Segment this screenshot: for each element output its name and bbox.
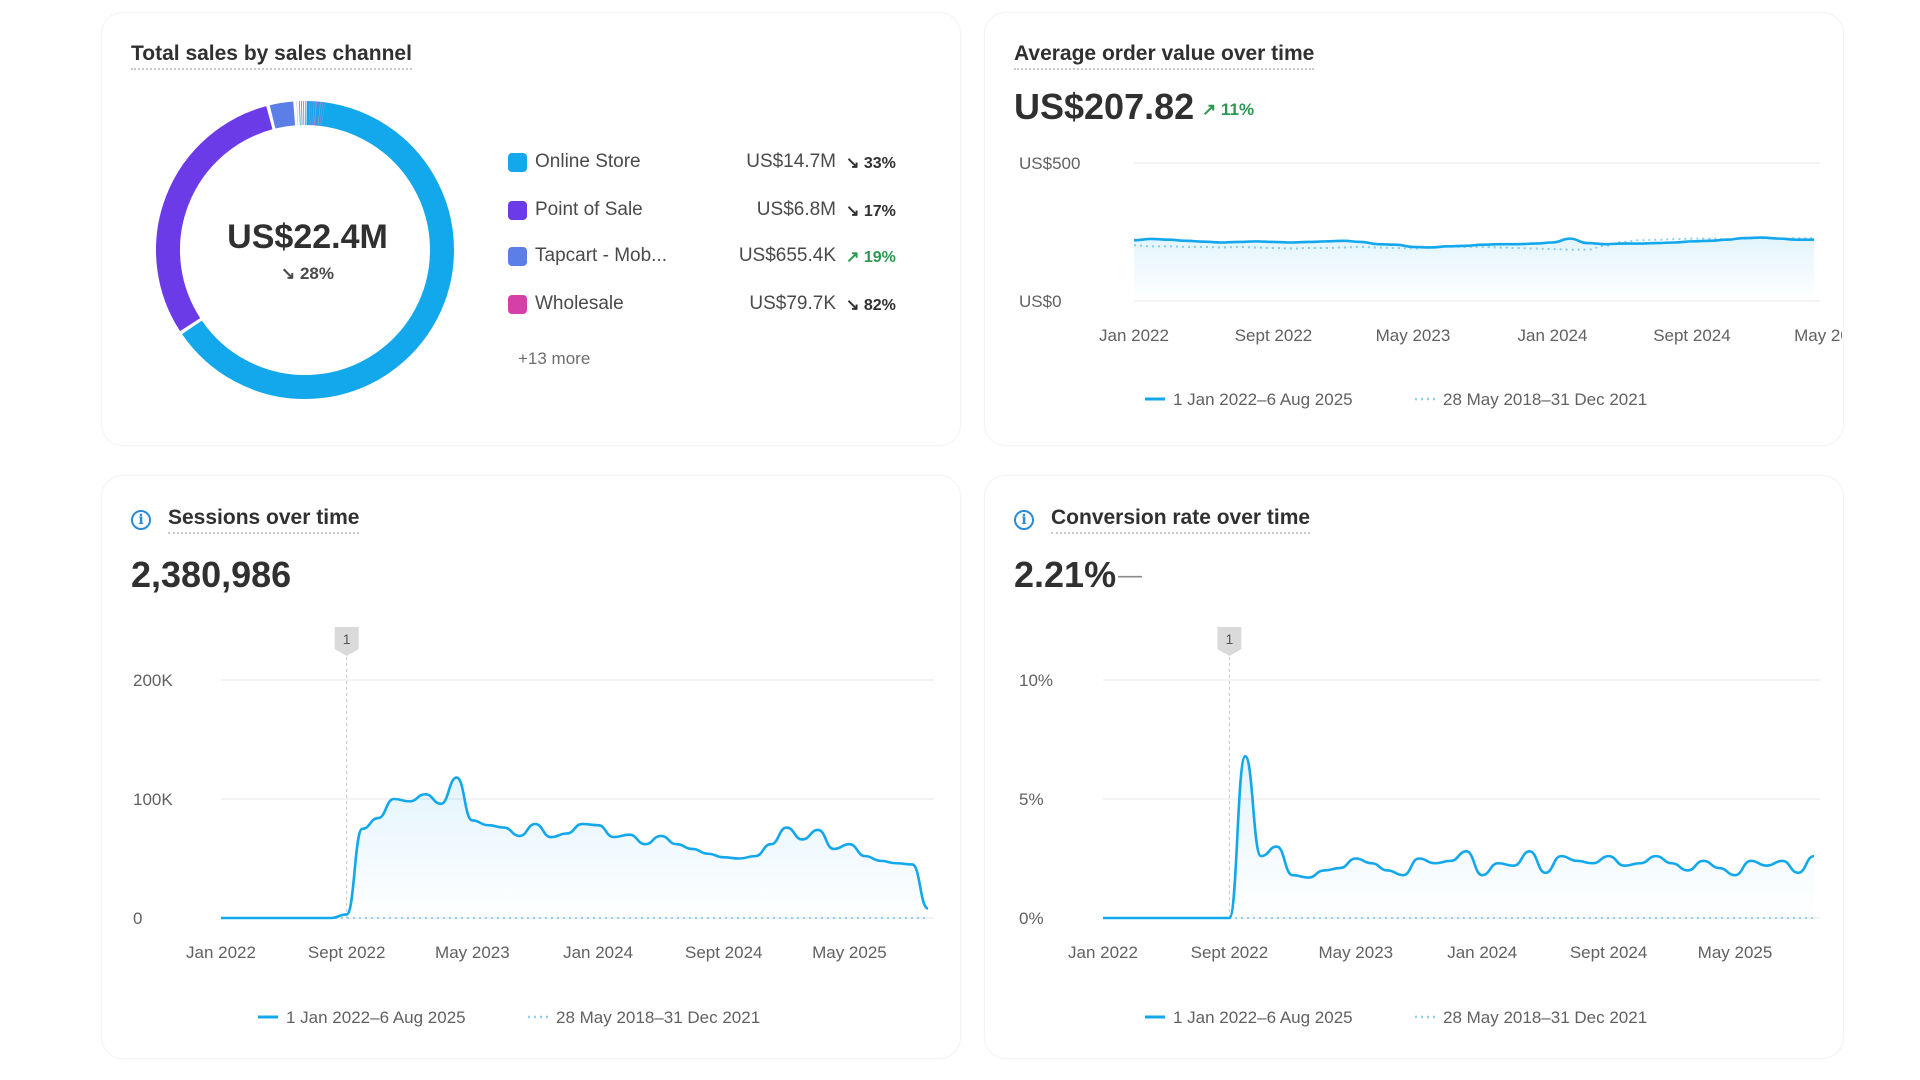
y-tick-label: US$0 xyxy=(1019,292,1062,311)
more-channels-link[interactable]: +13 more xyxy=(518,349,591,368)
sessions-title[interactable]: Sessions over time xyxy=(168,506,360,534)
conversion-card xyxy=(984,475,1844,1059)
x-tick-label: May 2023 xyxy=(435,943,510,962)
conversion-delta-dash: — xyxy=(1118,562,1142,589)
x-tick-label: Sept 2022 xyxy=(1191,943,1269,962)
donut-slice-point-of-sale[interactable] xyxy=(156,106,273,332)
aov-title[interactable]: Average order value over time xyxy=(1014,42,1315,70)
series-line-current[interactable] xyxy=(221,776,929,920)
aov-delta: ↗ 11% xyxy=(1202,100,1255,119)
series-line-current[interactable] xyxy=(1133,236,1814,249)
series-area xyxy=(221,777,928,918)
legend-item-online-store[interactable]: Online Store US$14.7M ↘ 33% xyxy=(508,148,908,176)
x-tick-label: May 2025 xyxy=(812,943,887,962)
legend-comparison-period[interactable]: 28 May 2018–31 Dec 2021 xyxy=(1443,1008,1647,1027)
y-tick-label: 0 xyxy=(133,909,142,928)
x-tick-label: Sept 2024 xyxy=(1653,326,1731,345)
series-line-current[interactable] xyxy=(1103,754,1815,920)
y-tick-label: 10% xyxy=(1019,671,1053,690)
sales-channel-donut-chart xyxy=(156,101,454,399)
annotation-label: 1 xyxy=(343,631,351,647)
sessions-area-chart: 200K 100K 0 Jan 2022 Sept 2022 May 2023 Jan 20… xyxy=(133,627,934,1027)
legend-current-period[interactable]: 1 Jan 2022–6 Aug 2025 xyxy=(1173,1008,1353,1027)
channel-delta: ↘ 33% xyxy=(846,155,896,172)
channel-delta: ↘ 82% xyxy=(846,297,896,314)
x-tick-label: Jan 2022 xyxy=(186,943,256,962)
x-tick-label: Jan 2022 xyxy=(1068,943,1138,962)
x-tick-label: Sept 2022 xyxy=(1235,326,1313,345)
aov-card xyxy=(984,12,1844,446)
x-tick-label: May 2023 xyxy=(1318,943,1393,962)
x-tick-label: Jan 2024 xyxy=(563,943,633,962)
annotation-marker[interactable] xyxy=(1217,627,1242,656)
series-area xyxy=(1134,237,1814,301)
x-tick-label: May 2025 xyxy=(1698,943,1773,962)
info-icon[interactable]: i xyxy=(131,510,151,530)
info-icon[interactable]: i xyxy=(1014,510,1034,530)
x-tick-label: Jan 2022 xyxy=(1099,326,1169,345)
legend-current-period[interactable]: 1 Jan 2022–6 Aug 2025 xyxy=(286,1008,466,1027)
arrow-down-right-icon: ↘ xyxy=(846,155,860,172)
x-tick-label: Sept 2022 xyxy=(308,943,386,962)
arrow-down-right-icon: ↘ xyxy=(846,203,860,220)
sessions-value: 2,380,986 xyxy=(131,554,292,595)
donut-slice-online-store[interactable] xyxy=(182,101,454,399)
y-tick-label: 5% xyxy=(1019,790,1044,809)
sessions-card xyxy=(101,475,961,1059)
conversion-value: 2.21% xyxy=(1014,554,1117,595)
arrow-down-right-icon: ↘ xyxy=(846,297,860,314)
y-tick-label: 200K xyxy=(133,671,173,690)
annotation-marker[interactable] xyxy=(334,627,359,656)
aov-value: US$207.82 xyxy=(1014,86,1195,127)
legend-current-period[interactable]: 1 Jan 2022–6 Aug 2025 xyxy=(1173,390,1353,409)
conversion-line-chart: 10% 5% 0% Jan 2022 Sept 2022 May 2023 Jan 2024… xyxy=(1019,627,1820,1027)
total-sales-delta: ↘ 28% xyxy=(280,264,334,283)
series-area xyxy=(1103,756,1814,918)
arrow-up-right-icon: ↗ xyxy=(1202,100,1217,119)
legend-item-wholesale[interactable]: Wholesale US$79.7K ↘ 82% xyxy=(508,290,908,318)
wholesale-swatch xyxy=(508,295,527,314)
x-tick-label: Sept 2024 xyxy=(685,943,763,962)
legend-comparison-period[interactable]: 28 May 2018–31 Dec 2021 xyxy=(1443,390,1647,409)
sales-by-channel-title[interactable]: Total sales by sales channel xyxy=(131,42,412,70)
legend-comparison-period[interactable]: 28 May 2018–31 Dec 2021 xyxy=(556,1008,760,1027)
tapcart-swatch xyxy=(508,247,527,266)
annotation-label: 1 xyxy=(1226,631,1234,647)
x-tick-label: Jan 2024 xyxy=(1517,326,1587,345)
online-store-swatch xyxy=(508,153,527,172)
point-of-sale-swatch xyxy=(508,201,527,220)
y-tick-label: 0% xyxy=(1019,909,1044,928)
x-tick-label: May 2023 xyxy=(1376,326,1451,345)
conversion-title[interactable]: Conversion rate over time xyxy=(1051,506,1311,534)
aov-line-chart: US$500 US$0 Jan 2022 Sept 2022 May 2023 Jan 2… xyxy=(1019,154,1842,409)
legend-item-tapcart[interactable]: Tapcart - Mob... US$655.4K ↗ 19% xyxy=(508,242,908,270)
x-tick-label: May 2025 xyxy=(1794,326,1842,345)
x-tick-label: Jan 2024 xyxy=(1447,943,1517,962)
donut-slice-tapcart[interactable] xyxy=(269,101,296,129)
channel-delta: ↘ 17% xyxy=(846,203,896,220)
legend-item-point-of-sale[interactable]: Point of Sale US$6.8M ↘ 17% xyxy=(508,196,908,224)
arrow-up-right-icon: ↗ xyxy=(846,249,860,266)
x-tick-label: Sept 2024 xyxy=(1570,943,1648,962)
y-tick-label: 100K xyxy=(133,790,173,809)
channel-delta: ↗ 19% xyxy=(846,249,896,266)
y-tick-label: US$500 xyxy=(1019,154,1080,173)
arrow-down-right-icon: ↘ xyxy=(280,264,296,283)
total-sales-value: US$22.4M xyxy=(227,218,388,256)
